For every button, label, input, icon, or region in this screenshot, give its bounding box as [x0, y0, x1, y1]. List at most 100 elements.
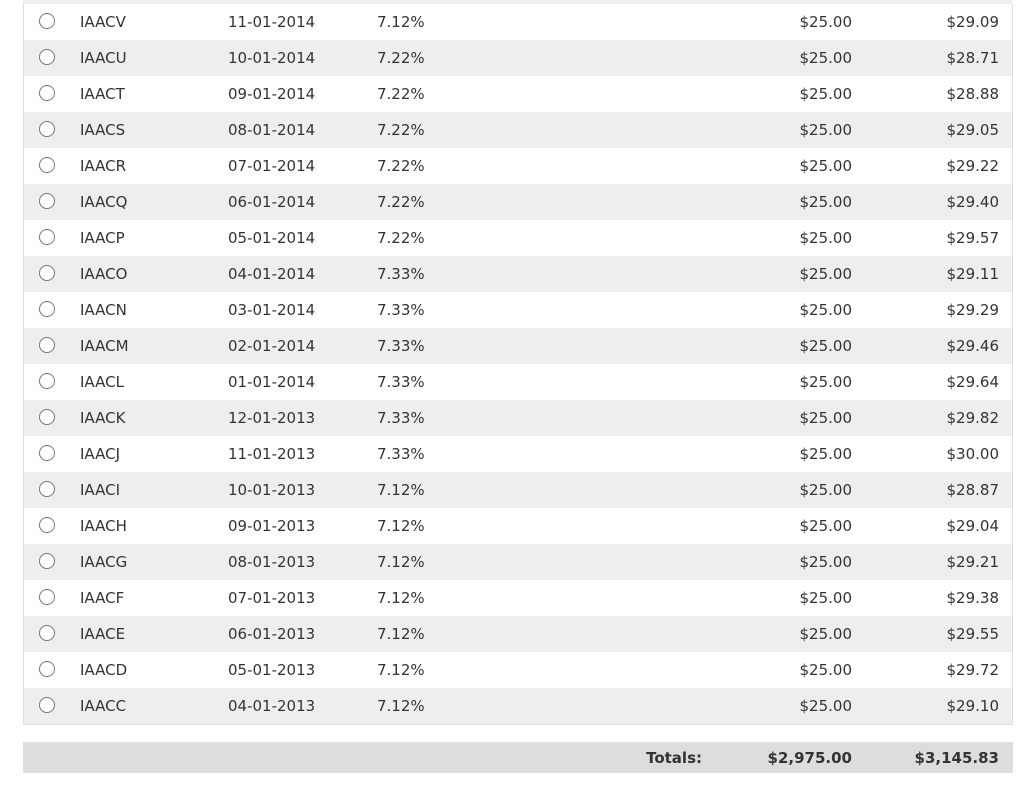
row-select-radio[interactable]	[39, 193, 55, 209]
row-select-radio[interactable]	[39, 265, 55, 281]
row-select-radio[interactable]	[39, 661, 55, 677]
table-row[interactable]: IAACV 11-01-2014 7.12% $25.00 $29.09	[24, 4, 1012, 40]
row-select-radio[interactable]	[39, 625, 55, 641]
table-row[interactable]: IAACL 01-01-2014 7.33% $25.00 $29.64	[24, 364, 1012, 400]
row-date: 11-01-2014	[228, 13, 316, 31]
row-value: $29.82	[946, 409, 1000, 427]
row-cost: $25.00	[799, 121, 853, 139]
row-rate: 7.22%	[377, 229, 425, 247]
row-value: $28.71	[946, 49, 1000, 67]
row-rate: 7.33%	[377, 265, 425, 283]
row-date: 02-01-2014	[228, 337, 316, 355]
row-select-radio[interactable]	[39, 553, 55, 569]
table-row[interactable]: IAACQ 06-01-2014 7.22% $25.00 $29.40	[24, 184, 1012, 220]
row-name: IAACI	[80, 481, 120, 499]
row-select-radio[interactable]	[39, 157, 55, 173]
row-select-radio[interactable]	[39, 517, 55, 533]
row-cost: $25.00	[799, 157, 853, 175]
row-rate: 7.12%	[377, 13, 425, 31]
row-select-radio[interactable]	[39, 121, 55, 137]
table-row[interactable]: IAACS 08-01-2014 7.22% $25.00 $29.05	[24, 112, 1012, 148]
row-select-radio[interactable]	[39, 229, 55, 245]
row-value: $29.04	[946, 517, 1000, 535]
table-row[interactable]: IAACR 07-01-2014 7.22% $25.00 $29.22	[24, 148, 1012, 184]
totals-bar: Totals: $2,975.00 $3,145.83	[23, 742, 1013, 773]
row-cost: $25.00	[799, 625, 853, 643]
table-row[interactable]: IAACU 10-01-2014 7.22% $25.00 $28.71	[24, 40, 1012, 76]
row-name: IAACS	[80, 121, 126, 139]
table-row[interactable]: IAACK 12-01-2013 7.33% $25.00 $29.82	[24, 400, 1012, 436]
row-value: $29.29	[946, 301, 1000, 319]
table-row[interactable]: IAACF 07-01-2013 7.12% $25.00 $29.38	[24, 580, 1012, 616]
row-cost: $25.00	[799, 409, 853, 427]
row-cost: $25.00	[799, 373, 853, 391]
row-date: 06-01-2013	[228, 625, 316, 643]
row-name: IAACC	[80, 697, 127, 715]
row-date: 09-01-2013	[228, 517, 316, 535]
row-select-radio[interactable]	[39, 445, 55, 461]
row-name: IAACP	[80, 229, 125, 247]
row-select-radio[interactable]	[39, 589, 55, 605]
row-name: IAACK	[80, 409, 126, 427]
row-name: IAACR	[80, 157, 126, 175]
row-value: $29.09	[946, 13, 1000, 31]
row-date: 12-01-2013	[228, 409, 316, 427]
row-rate: 7.12%	[377, 697, 425, 715]
table-row[interactable]: IAACI 10-01-2013 7.12% $25.00 $28.87	[24, 472, 1012, 508]
row-date: 07-01-2014	[228, 157, 316, 175]
table-row[interactable]: IAACO 04-01-2014 7.33% $25.00 $29.11	[24, 256, 1012, 292]
table-row[interactable]: IAACP 05-01-2014 7.22% $25.00 $29.57	[24, 220, 1012, 256]
row-select-radio[interactable]	[39, 49, 55, 65]
row-value: $29.55	[946, 625, 1000, 643]
table-row[interactable]: IAACN 03-01-2014 7.33% $25.00 $29.29	[24, 292, 1012, 328]
row-date: 06-01-2014	[228, 193, 316, 211]
row-select-radio[interactable]	[39, 13, 55, 29]
bonds-table: IAACV 11-01-2014 7.12% $25.00 $29.09 IAACU 10-…	[23, 4, 1013, 725]
row-rate: 7.33%	[377, 373, 425, 391]
row-value: $29.72	[946, 661, 1000, 679]
row-name: IAACQ	[80, 193, 128, 211]
row-name: IAACN	[80, 301, 127, 319]
row-name: IAACM	[80, 337, 129, 355]
row-select-radio[interactable]	[39, 481, 55, 497]
row-cost: $25.00	[799, 589, 853, 607]
row-rate: 7.22%	[377, 49, 425, 67]
row-cost: $25.00	[799, 13, 853, 31]
row-name: IAACL	[80, 373, 124, 391]
table-row[interactable]: IAACT 09-01-2014 7.22% $25.00 $28.88	[24, 76, 1012, 112]
row-rate: 7.33%	[377, 301, 425, 319]
row-value: $29.11	[946, 265, 1000, 283]
row-rate: 7.12%	[377, 481, 425, 499]
row-date: 05-01-2013	[228, 661, 316, 679]
row-rate: 7.12%	[377, 517, 425, 535]
table-row[interactable]: IAACJ 11-01-2013 7.33% $25.00 $30.00	[24, 436, 1012, 472]
table-row[interactable]: IAACG 08-01-2013 7.12% $25.00 $29.21	[24, 544, 1012, 580]
table-row[interactable]: IAACC 04-01-2013 7.12% $25.00 $29.10	[24, 688, 1012, 724]
row-value: $29.38	[946, 589, 1000, 607]
row-cost: $25.00	[799, 553, 853, 571]
row-select-radio[interactable]	[39, 373, 55, 389]
table-row[interactable]: IAACH 09-01-2013 7.12% $25.00 $29.04	[24, 508, 1012, 544]
row-select-radio[interactable]	[39, 409, 55, 425]
row-value: $29.64	[946, 373, 1000, 391]
row-cost: $25.00	[799, 229, 853, 247]
row-rate: 7.33%	[377, 337, 425, 355]
row-cost: $25.00	[799, 697, 853, 715]
row-select-radio[interactable]	[39, 697, 55, 713]
row-select-radio[interactable]	[39, 301, 55, 317]
row-select-radio[interactable]	[39, 337, 55, 353]
row-rate: 7.22%	[377, 193, 425, 211]
table-row[interactable]: IAACE 06-01-2013 7.12% $25.00 $29.55	[24, 616, 1012, 652]
row-value: $30.00	[946, 445, 1000, 463]
table-row[interactable]: IAACD 05-01-2013 7.12% $25.00 $29.72	[24, 652, 1012, 688]
previous-row-edge	[23, 0, 1012, 4]
row-rate: 7.12%	[377, 625, 425, 643]
row-name: IAACH	[80, 517, 127, 535]
row-name: IAACE	[80, 625, 126, 643]
table-row[interactable]: IAACM 02-01-2014 7.33% $25.00 $29.46	[24, 328, 1012, 364]
row-select-radio[interactable]	[39, 85, 55, 101]
row-rate: 7.22%	[377, 157, 425, 175]
row-cost: $25.00	[799, 481, 853, 499]
row-date: 07-01-2013	[228, 589, 316, 607]
row-name: IAACO	[80, 265, 128, 283]
